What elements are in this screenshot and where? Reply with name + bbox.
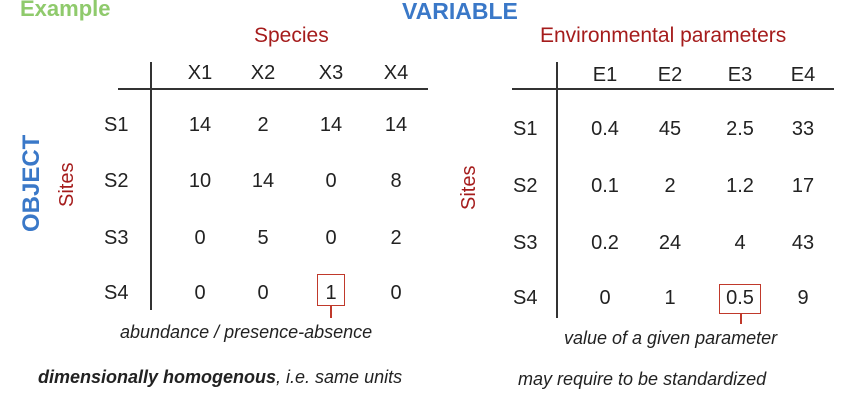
right-caption: value of a given parameter (564, 328, 778, 348)
right-table-cell: 45 (658, 118, 682, 140)
left-table-column-header: X1 (187, 62, 213, 84)
left-table-cell: 0 (325, 170, 337, 192)
right-table-cell: 2.5 (726, 118, 754, 140)
right-table-cell: 43 (791, 232, 815, 254)
right-table-cell: 2 (664, 175, 676, 197)
left-table-cell: 14 (188, 114, 212, 136)
right-note: may require to be standardized (518, 369, 767, 389)
right-table-cell: 33 (791, 118, 815, 140)
right-table-horizontal-rule (512, 88, 834, 90)
left-highlight-box (317, 274, 345, 306)
right-table-row-label: S1 (513, 118, 538, 140)
species-title: Species (254, 24, 329, 47)
left-table-column-header: X2 (250, 62, 276, 84)
left-note-rest: , i.e. same units (276, 367, 403, 387)
left-note-bold: dimensionally homogenous (38, 367, 277, 387)
right-table-column-header: E4 (790, 64, 816, 86)
right-table-cell: 17 (791, 175, 815, 197)
right-table-column-header: E3 (727, 64, 753, 86)
left-table-row-label: S3 (104, 227, 129, 249)
right-table-cell: 24 (658, 232, 682, 254)
right-table-column-header: E1 (592, 64, 618, 86)
left-table-cell: 1 (325, 282, 337, 304)
left-table-cell: 0 (257, 282, 269, 304)
left-table-row-label: S1 (104, 114, 129, 136)
right-table-row-label: S4 (513, 287, 538, 309)
right-table-row-label: S3 (513, 232, 538, 254)
right-table-column-header: E2 (657, 64, 683, 86)
right-highlight-pointer (740, 314, 742, 324)
left-table-cell: 0 (390, 282, 402, 304)
left-table-cell: 14 (319, 114, 343, 136)
left-caption: abundance / presence-absence (120, 322, 373, 342)
right-table-cell: 0.5 (726, 287, 754, 309)
right-highlight-box (719, 284, 761, 314)
left-table-cell: 5 (257, 227, 269, 249)
right-table-row-label: S2 (513, 175, 538, 197)
example-label: Example (20, 0, 111, 21)
left-sites-label: Sites (56, 162, 78, 207)
right-table-cell: 0 (599, 287, 611, 309)
left-table-cell: 0 (194, 282, 206, 304)
left-table-cell: 0 (194, 227, 206, 249)
left-table-horizontal-rule (118, 88, 428, 90)
object-label: OBJECT (18, 134, 45, 232)
left-table-cell: 14 (251, 170, 275, 192)
left-table-cell: 2 (257, 114, 269, 136)
right-table-cell: 4 (734, 232, 746, 254)
right-table-cell: 9 (797, 287, 809, 309)
left-table-column-header: X3 (318, 62, 344, 84)
right-table-cell: 0.1 (591, 175, 619, 197)
variable-label: VARIABLE (402, 0, 518, 24)
right-table-vertical-rule (556, 62, 558, 318)
left-table-row-label: S4 (104, 282, 129, 304)
left-table-cell: 8 (390, 170, 402, 192)
left-table-row-label: S2 (104, 170, 129, 192)
left-table-vertical-rule (150, 62, 152, 310)
right-table-cell: 0.4 (591, 118, 619, 140)
right-table-cell: 0.2 (591, 232, 619, 254)
left-table-cell: 0 (325, 227, 337, 249)
left-table-column-header: X4 (383, 62, 409, 84)
left-table-cell: 10 (188, 170, 212, 192)
right-table-cell: 1.2 (726, 175, 754, 197)
left-highlight-pointer (330, 306, 332, 318)
left-table-cell: 14 (384, 114, 408, 136)
left-table-cell: 2 (390, 227, 402, 249)
left-note: dimensionally homogenous, i.e. same unit… (38, 367, 402, 388)
environmental-parameters-title: Environmental parameters (540, 24, 787, 47)
right-table-cell: 1 (664, 287, 676, 309)
right-sites-label: Sites (458, 165, 480, 210)
